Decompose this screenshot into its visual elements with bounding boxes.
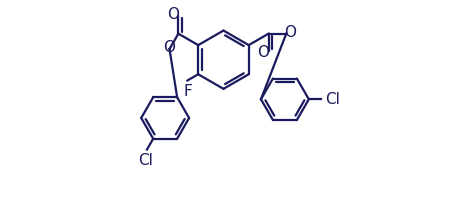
Text: O: O	[257, 45, 269, 60]
Text: Cl: Cl	[138, 153, 154, 168]
Text: O: O	[164, 41, 175, 55]
Text: O: O	[167, 7, 179, 22]
Text: F: F	[183, 84, 192, 99]
Text: Cl: Cl	[326, 92, 340, 107]
Text: O: O	[284, 25, 296, 40]
